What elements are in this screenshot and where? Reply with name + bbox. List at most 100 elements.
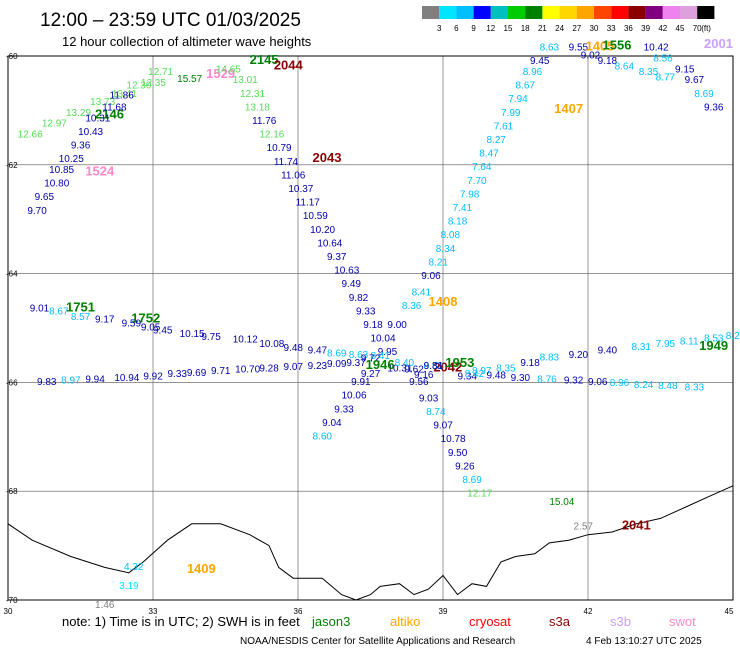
wave-height-label: 10.43 [78, 127, 103, 138]
page-title: 12:00 – 23:59 UTC 01/03/2025 [40, 10, 301, 31]
wave-height-label: 10.04 [371, 334, 396, 345]
wave-height-label: 9.37 [327, 252, 347, 263]
scale-swatch [508, 6, 526, 19]
wave-height-label: 8.41 [371, 351, 391, 362]
scale-swatch [594, 6, 612, 19]
scale-tick-label: 42 [658, 24, 667, 33]
wave-height-label: 9.06 [421, 271, 441, 282]
wave-height-label: 12.71 [148, 67, 173, 78]
pass-time-label: 2042 [433, 360, 462, 375]
wave-height-label: 12.66 [18, 130, 43, 141]
pass-time-label: 2041 [622, 517, 651, 532]
scale-tick-label: 33 [607, 24, 616, 33]
scale-tick-label: 27 [572, 24, 581, 33]
wave-height-label: 11.74 [274, 157, 299, 168]
wave-height-label: 9.32 [564, 375, 584, 386]
wave-height-label: 8.35 [496, 364, 516, 375]
pass-time-label: 2043 [313, 150, 342, 165]
scale-swatch [456, 6, 474, 19]
wave-height-label: 8.11 [680, 336, 699, 347]
wave-height-label: 9.18 [363, 320, 383, 331]
lat-tick-label: -66 [6, 378, 18, 387]
wave-height-label: 7.95 [656, 339, 676, 350]
wave-height-label: 9.23 [308, 361, 328, 372]
scale-unit: (ft) [701, 24, 711, 33]
wave-height-label: 8.56 [653, 53, 673, 64]
wave-height-label: 9.65 [35, 192, 55, 203]
wave-height-label: 10.06 [342, 391, 367, 402]
wave-height-label: 8.74 [426, 407, 446, 418]
satellite-legend-cryosat: cryosat [469, 614, 511, 629]
wave-height-label: 13.01 [233, 75, 258, 86]
wave-height-label: 8.35 [639, 67, 659, 78]
wave-height-label: 9.48 [284, 343, 304, 354]
wave-height-label: 9.56 [409, 377, 429, 388]
wave-height-label: 11.86 [110, 90, 135, 101]
wave-height-label: 8.67 [49, 306, 69, 317]
wave-height-label: 10.80 [44, 179, 69, 190]
wave-height-label: 9.16 [414, 370, 434, 381]
wave-height-label: 9.71 [211, 366, 231, 377]
wave-height-label: 8.52 [424, 361, 444, 372]
wave-height-label: 9.33 [334, 404, 354, 415]
scale-tick-label: 21 [538, 24, 547, 33]
wave-height-label: 8.97 [472, 366, 492, 377]
wave-height-label: 9.48 [487, 371, 507, 382]
wave-height-label: 10.85 [49, 165, 74, 176]
wave-height-label: 10.31 [85, 113, 110, 124]
scale-tick-label: 45 [676, 24, 685, 33]
scale-swatch [490, 6, 508, 19]
scale-tick-label: 18 [521, 24, 530, 33]
lat-tick-label: -68 [6, 487, 18, 496]
scale-tick-label: 3 [437, 24, 442, 33]
wave-height-label: 9.47 [308, 346, 328, 357]
wave-height-label: 8.67 [516, 81, 536, 92]
scale-swatch [422, 6, 440, 19]
wave-height-label: 15.57 [177, 74, 202, 85]
wave-height-label: 9.94 [85, 374, 105, 385]
wave-height-label: 7.94 [508, 94, 528, 105]
wave-height-label: 7.70 [467, 176, 487, 187]
wave-height-label: 10.08 [259, 339, 284, 350]
wave-height-label: 9.69 [187, 368, 207, 379]
wave-height-label: 9.17 [95, 315, 115, 326]
wave-height-label: 9.59 [122, 318, 142, 329]
wave-height-label: 8.96 [523, 67, 543, 78]
wave-height-label: 8.41 [412, 287, 432, 298]
wave-height-label: 10.37 [288, 184, 313, 195]
wave-height-label: 8.96 [610, 378, 630, 389]
wave-height-label: 9.83 [37, 377, 57, 388]
lon-tick-label: 39 [439, 607, 448, 616]
wave-height-label: 8.08 [441, 230, 461, 241]
scale-swatch [473, 6, 491, 19]
satellite-legend-jason3: jason3 [311, 614, 350, 629]
scale-tick-label: 15 [504, 24, 513, 33]
wave-height-label: 9.15 [675, 64, 695, 75]
scale-swatch [439, 6, 457, 19]
wave-height-label: 10.79 [267, 143, 292, 154]
scale-tick-label: 9 [471, 24, 476, 33]
wave-height-label: 9.49 [342, 279, 362, 290]
wave-height-label: 8.69 [327, 348, 347, 359]
wave-height-label: 9.95 [378, 347, 398, 358]
pass-time-label: 1953 [445, 355, 474, 370]
page-subtitle: 12 hour collection of altimeter wave hei… [62, 34, 312, 49]
lon-tick-label: 30 [4, 607, 13, 616]
scale-tick-label: 12 [486, 24, 495, 33]
wave-height-label: 8.31 [632, 342, 652, 353]
wave-height-label: 8.53 [704, 334, 724, 345]
wave-height-label: 7.98 [460, 189, 480, 200]
wave-height-label: 9.72 [361, 354, 381, 365]
scale-swatch [697, 6, 715, 19]
wave-height-label: 9.04 [322, 418, 342, 429]
wave-height-label: 10.42 [644, 43, 669, 54]
wave-height-label: 9.01 [30, 304, 50, 315]
pass-time-label: 1405 [586, 39, 615, 54]
scale-tick-label: 24 [555, 24, 564, 33]
wave-height-label: 3.19 [119, 581, 139, 592]
wave-height-label: 14.65 [216, 64, 241, 75]
wave-height-label: 8.97 [61, 375, 81, 386]
scale-swatch [611, 6, 629, 19]
wave-height-label: 11.17 [296, 198, 321, 209]
